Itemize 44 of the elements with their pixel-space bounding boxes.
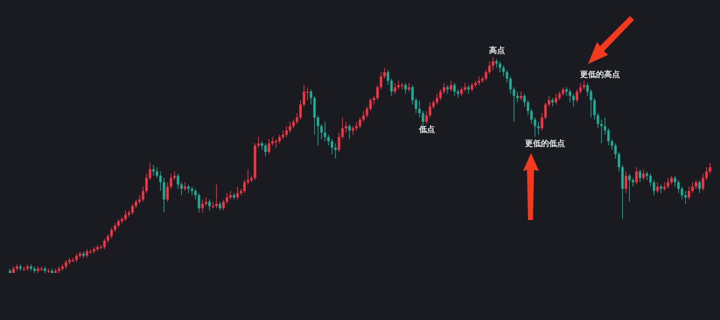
candlestick <box>103 238 106 250</box>
candlestick <box>131 203 134 216</box>
candlestick <box>394 82 396 94</box>
candlestick <box>124 210 127 222</box>
candlestick <box>285 126 288 138</box>
candlestick <box>656 182 659 194</box>
candlestick <box>306 86 309 101</box>
candlestick <box>288 121 292 134</box>
annotation: 低点 <box>418 125 435 134</box>
candlestick <box>568 88 572 103</box>
candlestick <box>554 93 558 106</box>
candlestick <box>628 173 631 202</box>
candlestick <box>110 227 113 239</box>
candlestick <box>268 138 270 155</box>
candlestick <box>436 93 438 106</box>
candlestick <box>201 199 204 214</box>
candlestick <box>498 60 502 73</box>
candlestick <box>642 168 645 181</box>
candlestick <box>215 184 218 209</box>
candlestick <box>572 93 575 108</box>
candlestick <box>492 56 494 70</box>
annotation: 更低的低点 <box>525 139 565 148</box>
text: 高点 <box>489 45 505 55</box>
candlestick <box>264 142 267 157</box>
candlestick <box>537 121 540 136</box>
candlestick <box>208 199 211 211</box>
candlestick <box>450 80 452 92</box>
candlestick <box>453 82 456 96</box>
candlestick <box>635 166 638 185</box>
candlestick <box>404 82 407 94</box>
candlestick <box>198 192 200 214</box>
candlestick <box>152 164 155 176</box>
candlestick <box>334 142 337 160</box>
candlestick <box>638 168 642 183</box>
annotation: 更低的高点 <box>580 69 620 79</box>
candlestick <box>330 138 334 155</box>
candlestick <box>624 170 628 194</box>
candlestick <box>666 177 670 190</box>
candlestick <box>684 190 687 204</box>
candlestick <box>688 186 690 200</box>
candlestick <box>236 186 239 200</box>
candlestick <box>348 123 351 140</box>
candlestick <box>698 180 701 194</box>
candlestick <box>324 121 326 142</box>
